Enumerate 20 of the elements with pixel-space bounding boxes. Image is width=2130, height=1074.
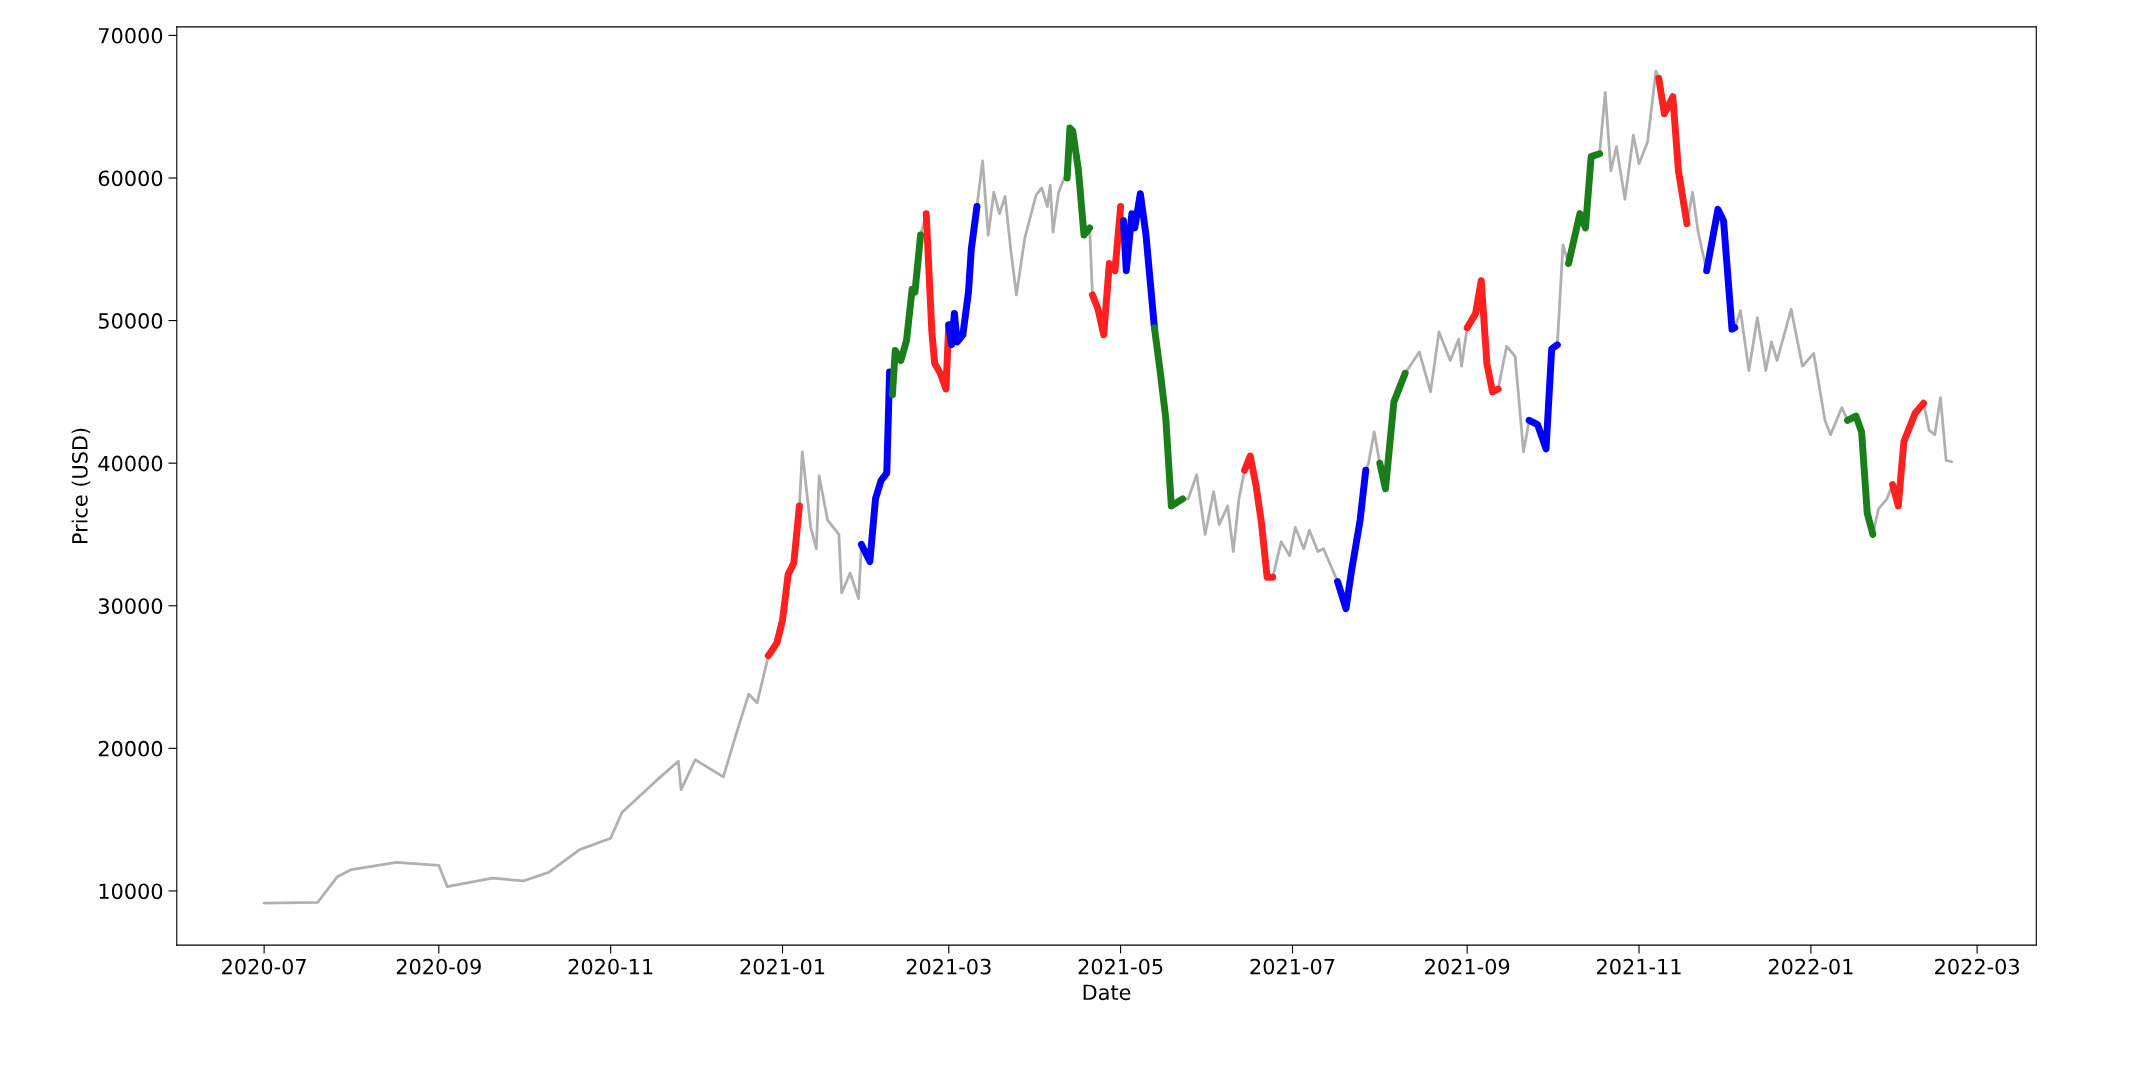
x-tick-label: 2020-11 bbox=[568, 958, 653, 975]
y-tick-label: 50000 bbox=[98, 313, 163, 329]
y-tick-label: 60000 bbox=[98, 170, 163, 187]
y-tick-label: 20000 bbox=[98, 740, 163, 757]
x-tick-label: 2021-01 bbox=[740, 958, 825, 975]
x-tick-label: 2022-03 bbox=[1935, 958, 2019, 975]
y-tick-label: 10000 bbox=[99, 883, 163, 900]
x-tick-label: 2022-01 bbox=[1768, 958, 1853, 975]
x-tick-label: 2020-07 bbox=[222, 958, 306, 975]
x-axis-title: Date bbox=[1083, 984, 1131, 1001]
x-tick-label: 2021-03 bbox=[906, 958, 991, 975]
x-tick-label: 2021-11 bbox=[1597, 958, 1681, 975]
y-tick-label: 70000 bbox=[99, 27, 163, 44]
x-tick-label: 2020-09 bbox=[396, 958, 481, 975]
y-tick-label: 40000 bbox=[98, 455, 163, 472]
x-tick-label: 2021-07 bbox=[1250, 958, 1335, 975]
x-tick-label: 2021-09 bbox=[1425, 958, 1510, 975]
y-tick-label: 30000 bbox=[98, 598, 163, 614]
y-axis-title: Price (USD) bbox=[71, 428, 91, 544]
x-tick-label: 2021-05 bbox=[1078, 958, 1163, 975]
